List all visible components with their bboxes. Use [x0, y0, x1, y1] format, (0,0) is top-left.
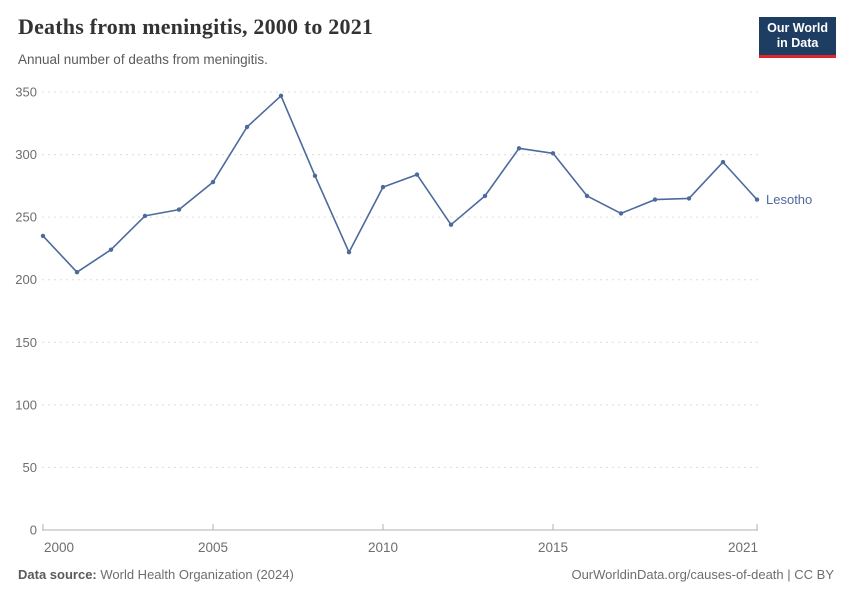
y-axis-tick-label: 200 — [15, 272, 37, 287]
data-source-value: World Health Organization (2024) — [96, 567, 294, 582]
owid-logo-line2: in Data — [776, 36, 819, 51]
data-point[interactable] — [380, 184, 386, 190]
data-line-lesotho[interactable] — [42, 95, 758, 274]
data-point[interactable] — [176, 207, 182, 212]
data-source: Data source: World Health Organization (… — [18, 567, 294, 582]
owid-logo-line1: Our World — [767, 21, 828, 35]
data-point[interactable] — [686, 196, 692, 201]
chart-subtitle: Annual number of deaths from meningitis. — [18, 52, 268, 67]
data-point[interactable] — [652, 197, 658, 202]
x-axis-tick-label: 2005 — [198, 540, 228, 555]
data-point[interactable] — [448, 222, 454, 227]
owid-url-link[interactable]: OurWorldinData.org/causes-of-death — [571, 567, 784, 582]
license-text: | CC BY — [783, 567, 834, 582]
chart-title: Deaths from meningitis, 2000 to 2021 — [18, 14, 374, 39]
data-point[interactable] — [74, 270, 80, 275]
data-point[interactable] — [754, 197, 760, 202]
data-point[interactable] — [278, 93, 284, 99]
x-axis-tick-label: 2000 — [44, 540, 74, 555]
data-point[interactable] — [244, 124, 250, 130]
data-point[interactable] — [516, 146, 522, 151]
data-point[interactable] — [108, 247, 114, 252]
data-source-label: Data source: — [18, 567, 97, 582]
data-point[interactable] — [618, 211, 624, 216]
y-axis-tick-label: 0 — [30, 523, 37, 538]
y-axis-tick-label: 350 — [15, 85, 37, 100]
y-axis-tick-label: 100 — [15, 397, 37, 412]
data-point[interactable] — [40, 233, 46, 239]
data-point[interactable] — [142, 213, 148, 219]
y-axis-tick-label: 150 — [15, 335, 37, 350]
data-point[interactable] — [346, 250, 352, 255]
y-axis-tick-label: 300 — [15, 147, 37, 162]
data-point[interactable] — [482, 193, 488, 199]
owid-logo[interactable]: Our World in Data — [759, 17, 836, 58]
chart-footer: Data source: World Health Organization (… — [18, 567, 834, 582]
data-point[interactable] — [550, 151, 556, 156]
data-point[interactable] — [414, 172, 420, 177]
data-point[interactable] — [584, 193, 590, 199]
footer-attribution: OurWorldinData.org/causes-of-death | CC … — [571, 567, 834, 582]
series-label-lesotho[interactable]: Lesotho — [766, 192, 812, 207]
x-axis-tick-label: 2015 — [538, 540, 568, 555]
x-axis-tick-label: 2010 — [368, 540, 398, 555]
x-axis-tick-label: 2021 — [728, 540, 758, 555]
y-axis-tick-label: 250 — [15, 210, 37, 225]
data-point[interactable] — [720, 159, 726, 165]
y-axis-tick-label: 50 — [23, 460, 37, 475]
data-point[interactable] — [312, 173, 318, 178]
data-point[interactable] — [210, 179, 216, 185]
